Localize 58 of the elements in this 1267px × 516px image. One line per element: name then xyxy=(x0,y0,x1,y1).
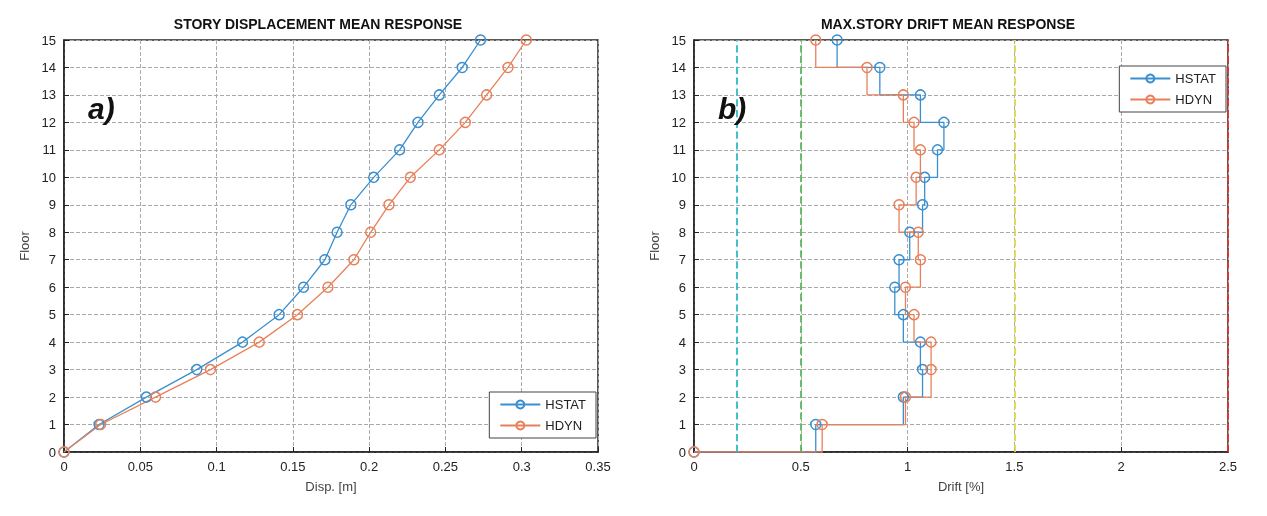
x-tick-label: 0 xyxy=(60,459,68,474)
y-tick-label: 10 xyxy=(671,169,686,185)
y-tick-label: 0 xyxy=(48,444,56,460)
y-tick-label: 10 xyxy=(41,169,56,185)
annotation: b) xyxy=(718,91,747,125)
y-tick-label: 6 xyxy=(48,279,56,295)
x-axis-title: Drift [%] xyxy=(937,479,985,494)
y-tick-label: 2 xyxy=(48,389,56,405)
y-tick-label: 2 xyxy=(678,389,686,405)
y-tick-label: 9 xyxy=(678,197,686,213)
x-axis-title: Disp. [m] xyxy=(305,479,357,494)
x-tick-label: 1.5 xyxy=(1005,459,1024,474)
y-tick-label: 13 xyxy=(41,87,56,103)
y-tick-label: 8 xyxy=(48,224,56,240)
x-tick-label: 0.05 xyxy=(127,459,153,474)
y-tick-label: 3 xyxy=(48,362,56,378)
y-axis-title: Floor xyxy=(646,230,662,261)
x-tick-label: 1 xyxy=(903,459,912,474)
y-tick-label: 5 xyxy=(678,307,686,323)
y-tick-label: 9 xyxy=(48,197,56,213)
y-tick-label: 12 xyxy=(671,114,686,130)
y-tick-label: 3 xyxy=(678,362,686,378)
y-tick-label: 0 xyxy=(678,444,686,460)
x-tick-label: 0.35 xyxy=(585,459,611,474)
x-tick-label: 2.5 xyxy=(1218,459,1238,474)
x-tick-label: 0.2 xyxy=(360,459,379,474)
y-tick-label: 14 xyxy=(671,59,686,75)
annotation: a) xyxy=(88,91,115,125)
x-tick-label: 0.1 xyxy=(207,459,226,474)
y-tick-label: 11 xyxy=(672,142,686,158)
legend-label: HSTAT xyxy=(1175,71,1217,86)
y-tick-label: 4 xyxy=(48,334,56,350)
y-tick-label: 7 xyxy=(678,252,686,268)
y-tick-label: 1 xyxy=(48,417,56,433)
y-tick-label: 15 xyxy=(671,32,686,48)
y-tick-label: 6 xyxy=(678,279,686,295)
y-tick-label: 14 xyxy=(41,59,56,75)
y-tick-label: 11 xyxy=(42,142,56,158)
chart-title: STORY DISPLACEMENT MEAN RESPONSE xyxy=(173,16,463,32)
y-tick-label: 8 xyxy=(678,224,686,240)
y-tick-label: 1 xyxy=(678,417,686,433)
x-tick-label: 0.3 xyxy=(512,459,531,474)
y-tick-label: 15 xyxy=(41,32,56,48)
y-tick-label: 5 xyxy=(48,307,56,323)
legend-label: HDYN xyxy=(1175,92,1213,107)
y-axis-title: Floor xyxy=(16,230,32,261)
y-tick-label: 7 xyxy=(48,252,56,268)
chart-title: MAX.STORY DRIFT MEAN RESPONSE xyxy=(820,16,1076,32)
x-tick-label: 0.15 xyxy=(280,459,306,474)
legend-label: HDYN xyxy=(545,418,583,433)
x-tick-label: 2 xyxy=(1117,459,1125,474)
x-tick-label: 0.5 xyxy=(791,459,810,474)
y-tick-label: 12 xyxy=(41,114,56,130)
y-tick-label: 4 xyxy=(678,334,686,350)
x-tick-label: 0.25 xyxy=(432,459,459,474)
x-tick-label: 0 xyxy=(690,459,698,474)
legend-label: HSTAT xyxy=(545,397,587,412)
y-tick-label: 13 xyxy=(671,87,686,103)
